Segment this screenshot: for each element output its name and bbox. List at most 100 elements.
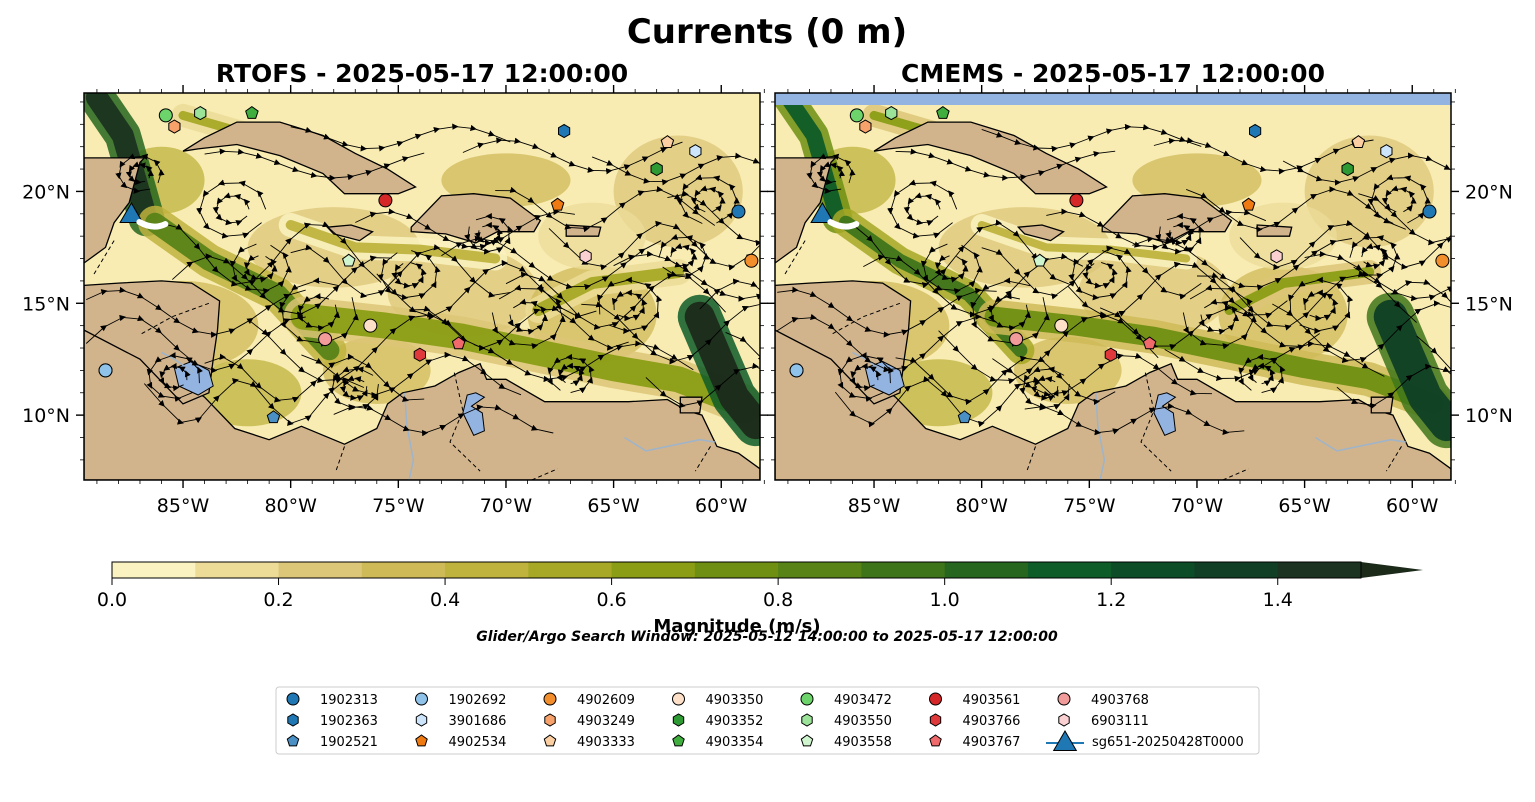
- colorbar-swatch: [528, 562, 613, 578]
- streamline: [204, 148, 425, 182]
- colorbar-tick-label: 0.6: [596, 589, 626, 611]
- legend-item: 4903352: [672, 713, 764, 729]
- streamline-layer: [776, 123, 1451, 436]
- legend-label: 4903472: [834, 693, 892, 708]
- colorbar-frame: [111, 561, 1362, 579]
- float-marker-4903350: [1054, 318, 1069, 333]
- x-tick-label: 85°W: [848, 495, 901, 517]
- colorbar-swatch: [611, 562, 696, 578]
- legend-label: 4903249: [577, 714, 635, 729]
- legend-item: 4903472: [800, 692, 892, 708]
- float-marker-4903249: [859, 119, 872, 134]
- streamline: [1153, 137, 1374, 175]
- legend-label: 4902534: [449, 735, 507, 750]
- float-marker-4903550: [885, 106, 898, 121]
- float-marker-3901686: [689, 144, 702, 159]
- x-tick-labels: 85°W 80°W 75°W 70°W 65°W 60°W 85°W 80°W …: [157, 495, 1439, 517]
- country-border: [1222, 468, 1249, 480]
- glider-track: [827, 219, 860, 230]
- legend-marker: [801, 713, 813, 727]
- colorbar-swatch: [1027, 562, 1112, 578]
- legend-item: 4903767: [929, 734, 1021, 750]
- eddy-streamline: [1068, 250, 1132, 301]
- legend-marker: [543, 734, 557, 747]
- colorbar-label: Magnitude (m/s): [653, 616, 820, 637]
- eddy-streamline: [837, 352, 894, 403]
- eddy-streamline: [970, 277, 1050, 347]
- float-marker-4903333: [1351, 135, 1366, 148]
- float-marker-4903550: [194, 106, 207, 121]
- legend-label: sg651-20250428T0000: [1092, 735, 1244, 750]
- float-marker-1902692: [98, 363, 113, 378]
- float-marker-4903333: [660, 135, 675, 148]
- legend-label: 1902692: [449, 693, 507, 708]
- colorbar-swatch: [112, 562, 196, 578]
- legend-item: 4902609: [543, 692, 635, 708]
- legend-marker: [672, 692, 685, 706]
- legend-marker: [1058, 713, 1070, 727]
- float-marker-1902313: [1422, 204, 1437, 219]
- eddy-streamline: [806, 153, 856, 194]
- legend-item: 4903249: [544, 713, 635, 729]
- colorbar-tick-label: 0.2: [263, 589, 293, 611]
- colorbar: 0.0 0.2 0.4 0.6 0.8 1.0 1.2 1.4 Magnitud…: [97, 561, 1423, 637]
- streamline-layer: [85, 123, 760, 437]
- legend-item: 4903350: [672, 692, 764, 708]
- colorbar-swatch: [278, 562, 363, 578]
- legend-label: 1902313: [320, 693, 378, 708]
- legend-item: 6903111: [1058, 713, 1149, 729]
- legend-item: 4903766: [929, 713, 1020, 729]
- colorbar-swatch: [1194, 562, 1279, 578]
- streamline: [591, 152, 760, 186]
- legend-item: 4903768: [1057, 692, 1149, 708]
- float-marker-4903558: [342, 253, 356, 267]
- eddy-streamline: [887, 179, 958, 239]
- streamline: [834, 376, 1056, 428]
- x-tick-label: 75°W: [1063, 495, 1116, 517]
- eddy-streamline: [1237, 353, 1286, 394]
- map-frame: [83, 92, 761, 481]
- legend-item: 4903333: [543, 734, 635, 750]
- eddy-streamline: [1288, 276, 1354, 334]
- streamline: [1390, 277, 1451, 347]
- country-border: [1026, 446, 1036, 472]
- legend-label: 4903767: [963, 735, 1021, 750]
- legend-marker: [672, 713, 685, 727]
- float-marker-1902363: [1249, 123, 1262, 139]
- eddy-streamline: [229, 243, 292, 295]
- legend-marker: [1057, 692, 1071, 706]
- y-tick-labels: 10°N 15°N 20°N 10°N 15°N 20°N: [22, 181, 1513, 427]
- legend-marker: [800, 692, 814, 706]
- legend-item: sg651-20250428T0000: [1046, 730, 1244, 751]
- legend-item: 4902534: [415, 734, 507, 750]
- streamline: [981, 123, 1202, 153]
- country-border: [1140, 372, 1172, 472]
- colorbar-tick-label: 0.8: [763, 589, 793, 611]
- eddy-streamline: [597, 276, 663, 334]
- x-tick-label: 85°W: [157, 495, 210, 517]
- float-marker-4902534: [550, 197, 565, 211]
- colorbar-tick-label: 1.0: [930, 589, 960, 611]
- legend-label: 4903350: [706, 693, 764, 708]
- legend-marker: [672, 734, 685, 747]
- x-tick-label: 60°W: [695, 495, 748, 517]
- legend-label: 4903352: [706, 714, 764, 729]
- legend-marker: [415, 734, 428, 747]
- float-marker-1902363: [558, 123, 571, 139]
- colorbar-tick-label: 0.4: [430, 589, 460, 611]
- legend-marker: [929, 734, 942, 747]
- streamline: [1024, 402, 1245, 436]
- panel-rtofs: RTOFS - 2025-05-17 12:00:00: [76, 59, 768, 488]
- streamline: [895, 148, 1116, 181]
- colorbar-swatch: [694, 562, 779, 578]
- legend-marker: [929, 713, 942, 727]
- map-frame: [774, 92, 1452, 481]
- float-marker-1902521: [266, 410, 281, 424]
- float-marker-4903472: [849, 108, 864, 123]
- glider-track: [136, 219, 169, 230]
- float-marker-4903352: [1341, 162, 1354, 177]
- x-tick-label: 70°W: [1171, 495, 1224, 517]
- float-marker-4903561: [1069, 193, 1084, 208]
- x-tick-label: 80°W: [264, 495, 317, 517]
